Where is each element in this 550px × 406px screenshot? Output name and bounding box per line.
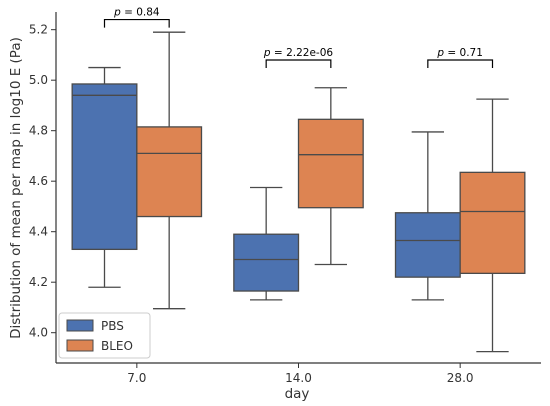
iqr-box: [394, 212, 461, 278]
p-symbol: p: [263, 47, 271, 59]
p-value-text: = 0.71: [444, 47, 483, 59]
p-value-bracket: p = 2.22e-06: [263, 47, 333, 68]
p-value-bracket: p = 0.84: [103, 7, 170, 28]
p-symbol: p: [436, 47, 444, 59]
y-tick-label: 4.6: [29, 174, 48, 188]
p-symbol: p: [113, 7, 121, 19]
p-value-text: = 2.22e-06: [271, 47, 334, 59]
p-value-bracket: p = 0.71: [427, 47, 494, 68]
p-value-label: p = 0.71: [436, 47, 483, 59]
y-tick-label: 5.0: [29, 73, 48, 87]
iqr-box: [136, 126, 203, 218]
bracket-line: [427, 59, 494, 68]
p-value-label: p = 2.22e-06: [263, 47, 333, 59]
x-tick-label: 14.0: [285, 371, 312, 385]
iqr-box: [459, 171, 526, 275]
box-pbs-28.0: [394, 131, 461, 301]
legend-swatch-pbs: [66, 319, 94, 332]
y-tick-label: 4.8: [29, 124, 48, 138]
box-bleo-7.0: [136, 31, 203, 310]
y-tick-label: 4.2: [29, 275, 48, 289]
boxes: [71, 31, 526, 353]
x-tick-label: 28.0: [447, 371, 474, 385]
box-bleo-14.0: [297, 87, 364, 266]
legend-swatch-bleo: [66, 339, 94, 352]
p-value-annotations: p = 0.84p = 2.22e-06 p = 0.71: [103, 7, 494, 68]
x-axis-label: day: [285, 386, 310, 402]
y-tick-label: 5.2: [29, 23, 48, 37]
legend: PBS BLEO: [58, 312, 151, 359]
y-tick-label: 4.0: [29, 326, 48, 340]
legend-label-bleo: BLEO: [101, 339, 133, 353]
box-pbs-14.0: [233, 186, 300, 301]
y-tick-label: 4.4: [29, 225, 48, 239]
x-tick-label: 7.0: [127, 371, 146, 385]
x-ticks: 7.0 14.0 28.0: [127, 363, 474, 385]
bracket-line: [265, 59, 332, 68]
box-pbs-7.0: [71, 66, 138, 288]
iqr-box: [233, 233, 300, 292]
iqr-box: [71, 83, 138, 251]
box-bleo-28.0: [459, 98, 526, 353]
p-value-label: p = 0.84: [113, 7, 160, 19]
iqr-box: [297, 118, 364, 209]
legend-label-pbs: PBS: [101, 319, 124, 333]
y-ticks: 4.0 4.2 4.4 4.6 4.8 5.0 5.2: [29, 23, 56, 340]
bracket-line: [103, 18, 170, 28]
y-axis-label: Distribution of mean per map in log10 E …: [8, 37, 24, 339]
p-value-text: = 0.84: [121, 7, 160, 19]
